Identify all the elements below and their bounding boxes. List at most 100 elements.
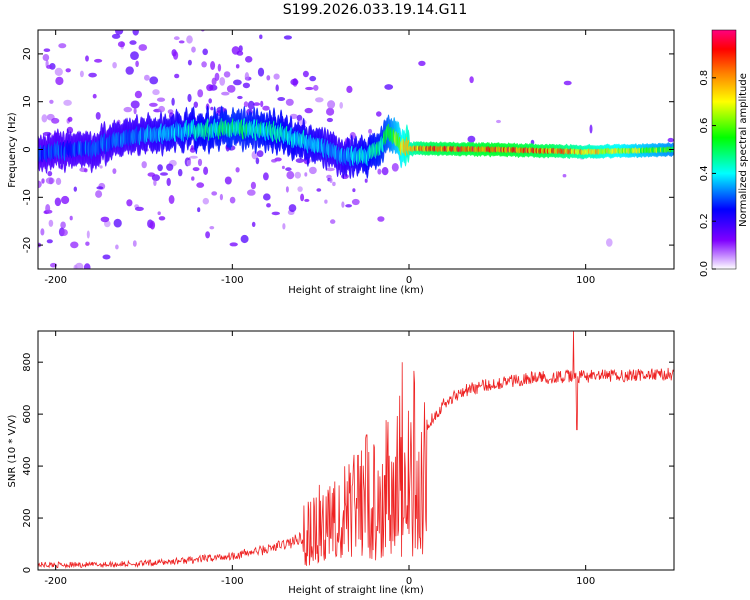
noise-blob [112,61,117,69]
noise-blob [242,82,250,89]
noise-blob [189,155,198,159]
noise-blob [285,167,292,172]
spectrogram-x-tick-label: 100 [576,275,595,286]
page-title: S199.2026.033.19.14.G11 [282,2,468,18]
noise-blob [211,191,218,196]
noise-blob [130,100,140,109]
noise-blob [290,78,299,86]
noise-blob [229,196,236,204]
noise-blob [117,41,126,48]
noise-blob [197,89,204,98]
noise-blob [229,242,238,247]
noise-blob [324,199,328,204]
noise-blob [156,97,166,102]
noise-blob [214,72,220,81]
colorbar-label: Normalized spectral amplitude [738,73,749,227]
noise-blob [235,167,240,173]
noise-blob [304,107,313,114]
noise-blob [285,186,289,193]
noise-blob [76,30,79,31]
noise-blob [88,72,97,78]
noise-blob [157,211,161,215]
noise-blob [202,48,208,56]
noise-blob [297,186,303,192]
snr-x-tick-label: 100 [576,576,595,587]
noise-blob [63,99,72,106]
noise-blob [60,221,66,229]
noise-blob [316,188,322,192]
noise-blob [51,117,60,124]
noise-blob [84,303,88,312]
noise-blob [304,198,310,202]
noise-blob [206,84,214,92]
noise-blob [89,19,96,22]
noise-blob [219,193,223,201]
noise-blob [133,107,137,115]
noise-blob [327,100,336,109]
noise-blob [54,67,63,76]
noise-blob [177,168,183,177]
noise-blob [116,8,121,14]
noise-blob [134,206,144,211]
noise-blob [351,198,360,206]
noise-blob [125,66,134,75]
noise-blob [85,55,89,62]
noise-blob [273,73,280,80]
noise-blob [223,71,231,78]
noise-blob [391,163,399,172]
snr-ticks: -200 -100 0 100 0 200 400 600 800 [22,331,674,587]
noise-blob [186,159,192,166]
noise-blob [271,211,280,216]
noise-blob [202,197,209,205]
noise-blob [283,35,292,40]
noise-blob [186,35,193,44]
noise-blob [326,107,335,116]
snr-y-tick-label: 600 [22,405,33,424]
noise-blob [109,20,115,27]
noise-blob [208,98,212,104]
noise-blob [251,150,258,160]
noise-blob [96,186,104,190]
noise-blob [115,244,119,250]
noise-blob [67,116,73,122]
noise-blob [147,172,156,177]
noise-blob [49,12,56,16]
noise-blob [42,285,48,292]
noise-blob [160,172,168,176]
noise-blob [285,98,294,106]
noise-blob [381,167,389,176]
noise-blob [253,102,261,106]
noise-blob [144,74,150,81]
noise-blob [210,106,214,111]
noise-blob [606,238,613,247]
noise-blob [191,176,195,181]
noise-blob [271,159,277,163]
noise-blob [45,177,55,185]
noise-blob [79,70,84,78]
colorbar-tick-label: 0.8 [699,70,710,86]
noise-blob [233,79,242,86]
noise-blob [166,163,174,171]
noise-blob [166,177,171,187]
noise-blob [250,181,256,190]
noise-blob [562,174,567,178]
colorbar-tick-label: 0.4 [699,165,710,181]
snr-x-tick-label: 0 [406,576,412,587]
noise-blob [171,97,175,106]
noise-blob [55,76,64,86]
noise-blob [244,72,250,81]
noise-blob [75,262,84,269]
noise-blob [341,173,349,179]
noise-blob [217,63,222,72]
noise-blob [256,150,264,158]
noise-blob [157,164,163,172]
spectrogram-y-axis-label: Frequency (Hz) [7,112,18,188]
noise-blob [263,172,269,181]
noise-blob [245,56,253,63]
noise-blob [262,105,270,111]
noise-blob [70,241,79,249]
noise-blob [45,204,51,213]
noise-blob [205,231,211,239]
noise-blob [203,166,209,175]
noise-blob [346,85,353,93]
